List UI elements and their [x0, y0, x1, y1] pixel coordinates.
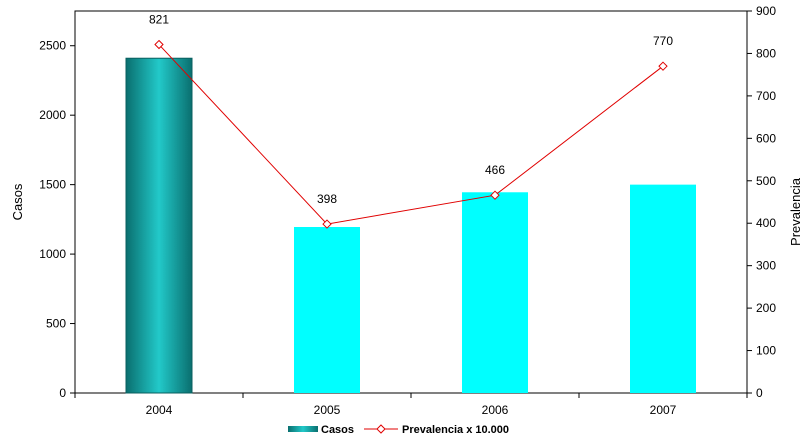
y2-tick-label: 600: [756, 131, 776, 145]
y-tick-label: 1000: [39, 247, 66, 261]
bar-2007: [630, 184, 696, 393]
legend-label-prevalencia: Prevalencia x 10.000: [402, 424, 509, 436]
bar-2004: [125, 57, 193, 394]
bar-2005: [294, 227, 360, 393]
x-tick-label: 2004: [146, 403, 173, 417]
axes-layer: 0 500 1000 1500 2000 2500 0 100 200 300 400 500 600 7…: [39, 4, 776, 417]
x-tick-label: 2007: [650, 403, 677, 417]
prevalencia-point-2005: [322, 219, 332, 229]
prevalencia-label-2007: 770: [653, 34, 673, 48]
y-tick-label: 500: [46, 317, 66, 331]
y2-tick-label: 100: [756, 344, 776, 358]
y-tick-label: 2000: [39, 108, 66, 122]
legend-swatch-casos: [288, 426, 318, 432]
y2-tick-label: 500: [756, 174, 776, 188]
prevalencia-point-2004: [154, 39, 164, 50]
y2-tick-label: 700: [756, 89, 776, 103]
y-axis-title: Casos: [10, 183, 25, 220]
prevalencia-point-2007: [658, 61, 668, 71]
y-tick-label: 1500: [39, 178, 66, 192]
prevalencia-point-2006: [490, 190, 500, 200]
y2-tick-label: 0: [756, 386, 763, 400]
bars-layer: [125, 57, 696, 394]
prevalencia-label-2004: 821: [149, 13, 169, 27]
prevalencia-label-2006: 466: [485, 163, 505, 177]
prevalencia-line: [158, 44, 664, 225]
y2-axis-title: Prevalencia: [788, 177, 803, 246]
legend: Casos Prevalencia x 10.000: [288, 424, 509, 436]
x-tick-label: 2005: [314, 403, 341, 417]
line-layer: 821 398 466 770: [149, 13, 673, 229]
y2-tick-label: 300: [756, 259, 776, 273]
y2-tick-label: 400: [756, 216, 776, 230]
y-tick-label: 0: [59, 386, 66, 400]
y-tick-label: 2500: [39, 39, 66, 53]
x-tick-label: 2006: [482, 403, 509, 417]
prevalencia-label-2005: 398: [317, 192, 337, 206]
y2-tick-label: 200: [756, 301, 776, 315]
y2-tick-label: 900: [756, 4, 776, 18]
legend-marker-prevalencia: [376, 424, 386, 434]
bar-2006: [462, 192, 528, 393]
y2-tick-label: 800: [756, 46, 776, 60]
legend-label-casos: Casos: [321, 424, 354, 436]
